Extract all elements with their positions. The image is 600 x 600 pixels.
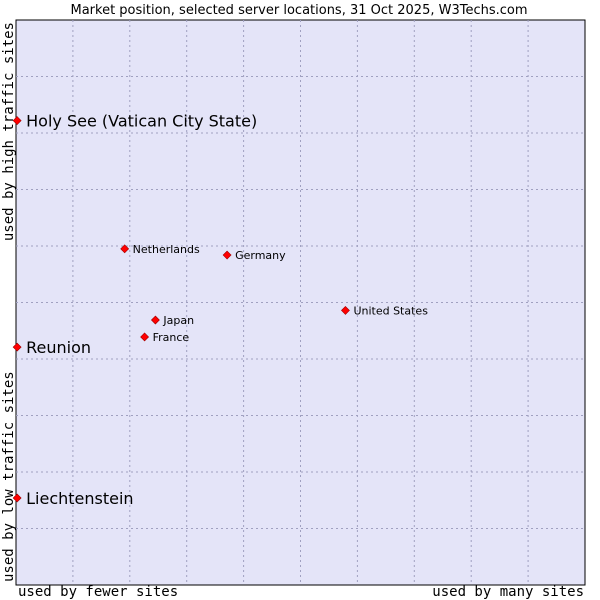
point-label: Liechtenstein <box>26 489 133 508</box>
data-point: France <box>140 331 190 344</box>
x-axis-label-right: used by many sites <box>432 584 584 600</box>
data-point: Liechtenstein <box>12 489 134 508</box>
data-point: Germany <box>222 249 286 262</box>
point-marker <box>140 332 150 342</box>
point-label: Reunion <box>26 338 91 357</box>
chart-title: Market position, selected server locatio… <box>70 3 527 18</box>
point-marker <box>341 305 350 315</box>
point-marker <box>120 244 130 254</box>
point-marker <box>12 342 22 352</box>
point-label: Germany <box>235 249 286 262</box>
data-points: Holy See (Vatican City State) Reunion Liec… <box>12 112 428 508</box>
grid-lines <box>16 20 585 585</box>
data-point: Holy See (Vatican City State) <box>12 112 257 131</box>
point-marker <box>12 493 22 503</box>
point-marker <box>222 250 232 260</box>
data-point: Japan <box>150 314 194 327</box>
x-axis-label-left: used by fewer sites <box>18 584 178 600</box>
y-axis-label-bottom: used by low traffic sites <box>1 371 17 582</box>
point-label: United States <box>353 304 428 317</box>
point-marker <box>150 315 160 325</box>
point-label: Netherlands <box>133 243 200 256</box>
data-point: Netherlands <box>120 243 200 256</box>
y-axis-label-top: used by high traffic sites <box>1 22 17 241</box>
data-point: United States <box>341 304 428 317</box>
data-point: Reunion <box>12 338 91 357</box>
point-label: France <box>153 331 190 344</box>
point-label: Japan <box>162 314 194 327</box>
point-marker <box>12 116 22 125</box>
point-label: Holy See (Vatican City State) <box>26 112 257 131</box>
